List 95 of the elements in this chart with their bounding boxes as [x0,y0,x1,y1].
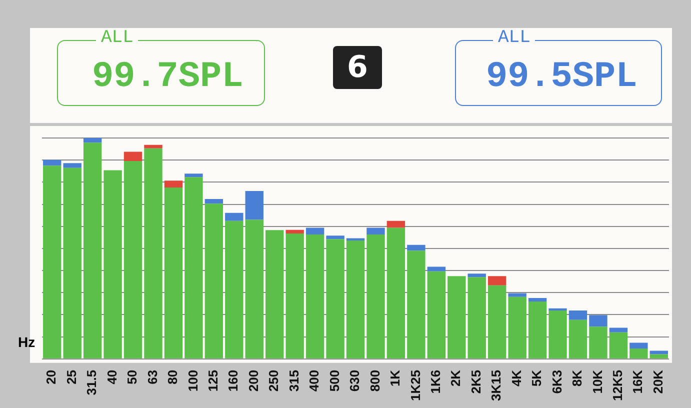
bar [508,296,526,358]
bar [286,233,304,358]
bar [63,168,82,358]
bar [124,152,142,161]
x-tick-label: 250 [266,370,282,392]
bar [568,320,588,358]
x-tick-label: 400 [306,370,322,392]
bar [245,220,264,358]
x-tick-label: 40 [104,370,120,384]
x-tick-label: 500 [326,370,342,392]
bar [508,293,526,297]
bar [63,163,82,168]
bar [265,230,284,358]
x-tick-label: 2K [448,369,464,387]
bar [528,298,547,302]
bar [83,142,102,358]
x-tick-label: 200 [246,370,261,392]
x-tick-label: 8K [570,369,585,387]
x-tick-label: 1K6 [428,370,443,394]
x-tick-label: 5K [529,369,544,387]
x-tick-label: 63 [144,370,160,384]
bar [407,244,426,251]
bar [144,148,162,358]
x-tick-label: 125 [205,370,220,392]
x-tick-label: 20 [44,370,59,384]
x-tick-label: 1K25 [408,370,423,401]
x-tick-label: 315 [286,370,302,392]
bar [630,348,648,358]
bar [366,228,385,235]
bar [204,198,224,204]
bar [225,212,244,221]
bar [164,187,183,358]
x-tick-label: 25 [64,370,79,384]
x-tick-label: 6K3 [549,370,564,394]
text: ALL [493,28,536,48]
bar [43,160,62,166]
bar [346,240,365,358]
bar [225,220,244,358]
bar [650,350,668,354]
bar [568,310,588,320]
bar [326,239,344,358]
bar [548,310,567,358]
bar [83,138,102,143]
bar [468,274,486,278]
x-tick-label: 10K [590,369,605,394]
x-tick-label: 2K5 [468,370,484,394]
bar [245,191,264,220]
bar [528,301,547,358]
x-tick-label: 12K5 [610,370,626,401]
x-axis-title: Hz [18,334,36,350]
bar [589,315,608,327]
bar [427,271,446,358]
bar [609,332,628,358]
bar [104,170,122,358]
bar [164,180,183,188]
bar [306,234,324,358]
bar [386,220,406,228]
bar [609,328,628,332]
x-tick-label: 1K [388,369,403,387]
bar [286,230,304,234]
x-tick-label: 100 [185,370,200,392]
bar [144,144,162,148]
bar [366,234,385,358]
bar [488,276,506,286]
x-tick-label: 160 [226,370,241,392]
bar [589,326,608,358]
bar [326,236,344,240]
bar [184,177,203,358]
x-tick-label: 20K [650,369,666,394]
x-tick-label: 80 [165,370,180,384]
x-tick-label: 4K [508,369,524,387]
bar [124,160,142,358]
bar [650,354,668,358]
x-tick-label: 3K15 [488,370,504,401]
bar [407,250,426,358]
bar [468,277,486,358]
text: 99.5SPL [486,56,638,97]
bar [306,228,324,235]
bar [43,166,62,358]
bar [184,174,203,178]
bar [386,228,406,358]
text: 99.7SPL [92,56,244,97]
x-tick-label: 800 [367,370,382,392]
bar [427,266,446,272]
text: 6 [333,46,382,89]
bar [448,276,466,358]
bar [548,308,567,311]
bar [488,285,506,358]
bar [630,342,648,349]
bar [204,204,224,358]
x-tick-label: 630 [347,370,362,392]
text: ALL [96,28,138,48]
x-tick-label: 16K [630,369,646,394]
x-tick-label: 31.5 [84,370,100,396]
x-tick-label: 50 [124,370,140,384]
